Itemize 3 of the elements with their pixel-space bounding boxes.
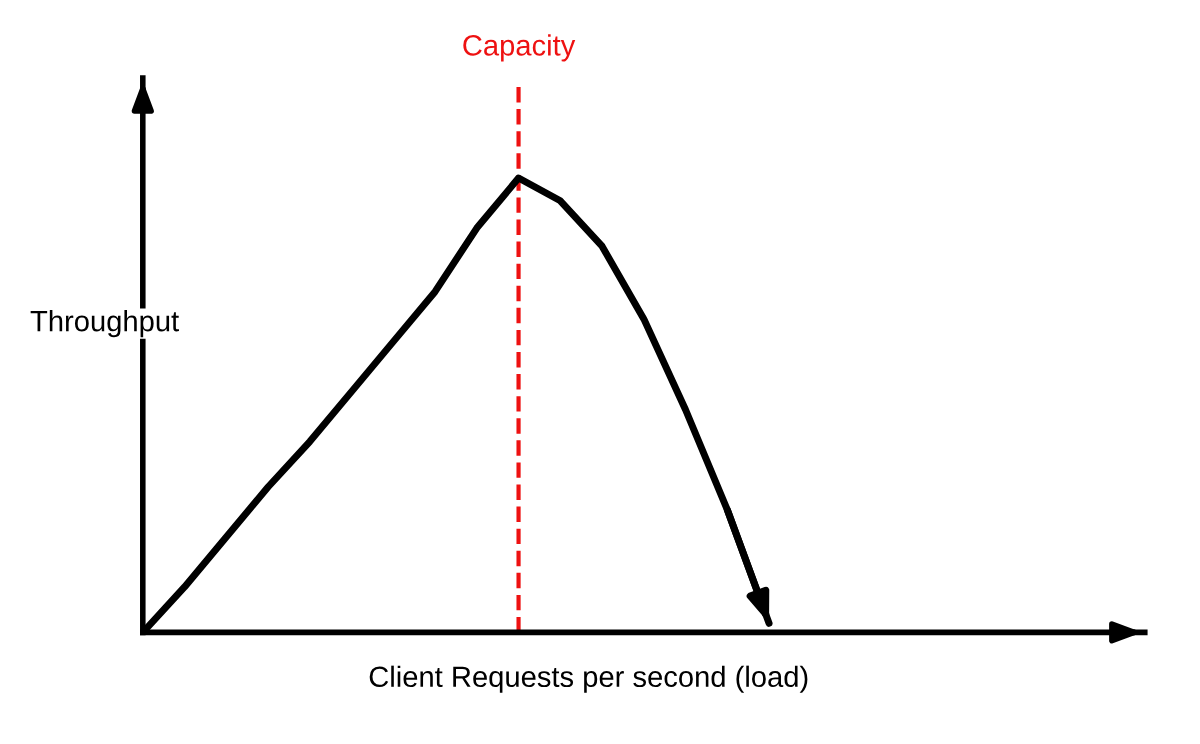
text: Capacity [463,34,576,62]
y-axis-title: Throughput [30,310,179,338]
x-axis-title: Client Requests per second (load) [369,665,808,693]
